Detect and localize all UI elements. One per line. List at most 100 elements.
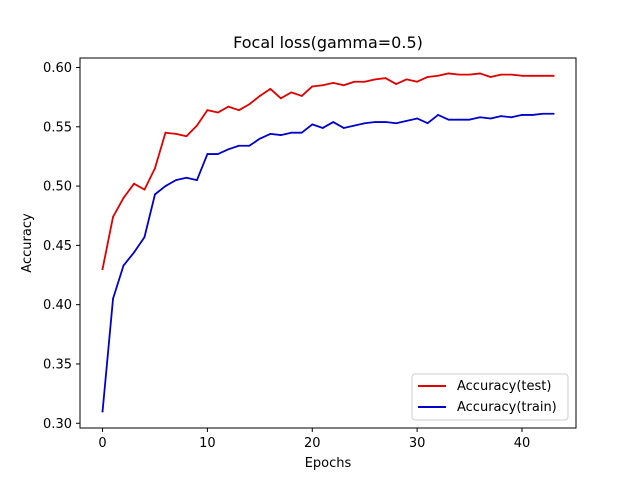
data-point: [374, 121, 377, 123]
chart-title: Focal loss(gamma=0.5): [233, 33, 423, 52]
y-tick-label: 0.55: [43, 120, 72, 135]
plot-frame: [79, 57, 577, 429]
x-axis: 0 10 20 30 40: [98, 428, 530, 451]
data-point: [468, 73, 471, 76]
data-point: [416, 80, 419, 83]
data-point: [122, 264, 125, 267]
data-point: [542, 112, 544, 115]
y-axis: 0.30 0.35 0.40 0.45 0.50 0.55 0.60: [43, 61, 80, 432]
data-point: [332, 121, 335, 123]
data-point: [196, 179, 198, 182]
legend-label-accuracy-test: Accuracy(test): [457, 379, 551, 394]
data-point: [332, 82, 335, 84]
data-point: [112, 216, 114, 218]
series-points-accuracy-train: [101, 112, 555, 413]
data-point: [552, 112, 555, 115]
y-tick-label: 0.45: [43, 239, 72, 254]
data-point: [258, 137, 261, 140]
data-point: [311, 123, 314, 126]
data-point: [227, 148, 230, 151]
data-point: [206, 153, 209, 155]
data-point: [458, 118, 460, 121]
data-point: [542, 74, 544, 77]
data-point: [405, 78, 408, 81]
plot-area: [101, 72, 555, 413]
data-point: [290, 91, 293, 94]
data-point: [437, 114, 440, 116]
data-point: [353, 80, 356, 83]
data-point: [447, 118, 450, 121]
data-point: [500, 115, 502, 118]
data-point: [279, 134, 282, 136]
data-point: [458, 73, 460, 76]
data-point: [510, 73, 513, 76]
y-tick-label: 0.30: [43, 417, 72, 432]
data-point: [185, 176, 188, 179]
data-point: [426, 122, 429, 125]
data-point: [237, 144, 240, 147]
data-point: [216, 111, 219, 114]
data-point: [269, 87, 272, 90]
data-point: [206, 109, 209, 112]
data-point: [363, 80, 366, 83]
y-axis-label: Accuracy: [20, 213, 35, 273]
data-point: [531, 74, 534, 77]
data-point: [227, 105, 230, 108]
series-line-accuracy-test: [101, 72, 555, 271]
y-tick-label: 0.40: [43, 298, 72, 313]
data-point: [164, 131, 167, 134]
data-point: [269, 133, 272, 135]
data-point: [479, 72, 481, 75]
x-tick-label: 30: [409, 436, 426, 451]
data-point: [405, 119, 408, 122]
legend: Accuracy(test) Accuracy(train): [411, 373, 569, 421]
data-point: [248, 103, 251, 106]
data-point: [122, 197, 125, 199]
data-point: [489, 76, 492, 78]
y-tick-label: 0.50: [43, 180, 72, 195]
data-point: [342, 84, 345, 87]
data-point: [395, 83, 398, 85]
x-tick-label: 0: [98, 436, 106, 451]
data-point: [321, 127, 324, 129]
data-point: [237, 109, 240, 112]
data-point: [353, 124, 356, 127]
data-point: [479, 116, 481, 119]
data-point: [112, 297, 114, 300]
y-tick-label: 0.60: [43, 61, 72, 76]
data-point: [290, 131, 293, 134]
data-point: [154, 167, 156, 170]
data-point: [101, 268, 104, 270]
data-point: [196, 124, 198, 127]
data-point: [342, 127, 345, 129]
data-point: [395, 122, 398, 125]
data-point: [384, 121, 387, 123]
x-tick-label: 20: [304, 436, 321, 451]
data-point: [133, 251, 135, 254]
data-point: [510, 116, 513, 119]
x-tick-label: 10: [199, 436, 216, 451]
data-point: [311, 85, 314, 88]
data-point: [500, 73, 502, 76]
data-point: [416, 117, 419, 120]
data-point: [437, 74, 440, 77]
data-point: [248, 144, 251, 147]
data-point: [175, 133, 177, 135]
series-line-accuracy-train: [101, 112, 555, 413]
data-point: [164, 185, 167, 187]
data-point: [154, 193, 156, 196]
data-point: [300, 131, 303, 134]
data-point: [175, 179, 177, 182]
data-point: [426, 76, 429, 78]
data-point: [552, 74, 555, 77]
series-points-accuracy-test: [101, 72, 555, 270]
data-point: [279, 97, 282, 100]
x-tick-label: 40: [514, 436, 531, 451]
data-point: [133, 182, 135, 185]
data-point: [185, 135, 188, 138]
data-point: [101, 410, 104, 413]
data-point: [489, 117, 492, 120]
data-point: [531, 114, 534, 116]
data-point: [143, 236, 146, 238]
